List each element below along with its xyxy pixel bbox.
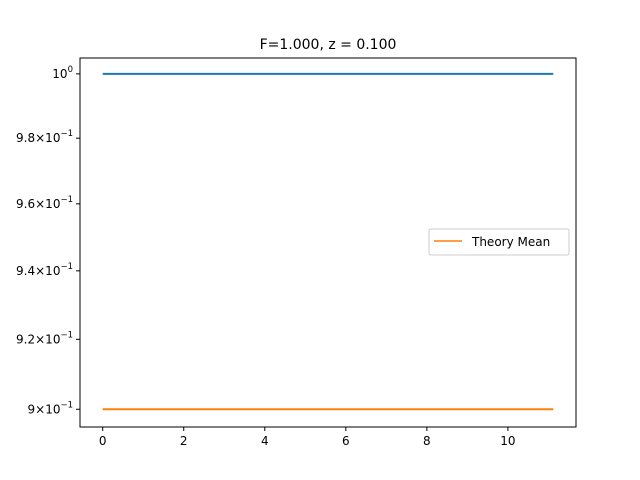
legend-label-theory-mean: Theory Mean <box>471 235 550 249</box>
y-tick-label: 9×10−1 <box>28 400 74 416</box>
y-tick-label: 100 <box>52 65 73 81</box>
legend-box <box>428 228 570 256</box>
series-layer <box>102 72 554 411</box>
y-tick-label: 9.6×10−1 <box>16 195 73 211</box>
x-tick-label: 8 <box>423 434 431 448</box>
y-axis: 100 9.8×10−1 9.6×10−1 9.4×10−1 9.2×10−1 9×10−… <box>16 65 80 416</box>
x-tick-label: 2 <box>180 434 188 448</box>
x-tick-label: 10 <box>500 434 515 448</box>
y-tick-label: 9.4×10−1 <box>16 262 73 278</box>
x-tick-label: 0 <box>99 434 107 448</box>
x-tick-label: 6 <box>342 434 350 448</box>
x-axis: 0 2 4 6 8 10 <box>99 427 516 448</box>
plot-frame <box>79 57 577 428</box>
y-tick-label: 9.2×10−1 <box>16 330 73 346</box>
chart-title: F=1.000, z = 0.100 <box>260 37 397 53</box>
y-tick-label: 9.8×10−1 <box>16 129 73 145</box>
legend: Theory Mean <box>428 228 570 256</box>
x-tick-label: 4 <box>261 434 269 448</box>
